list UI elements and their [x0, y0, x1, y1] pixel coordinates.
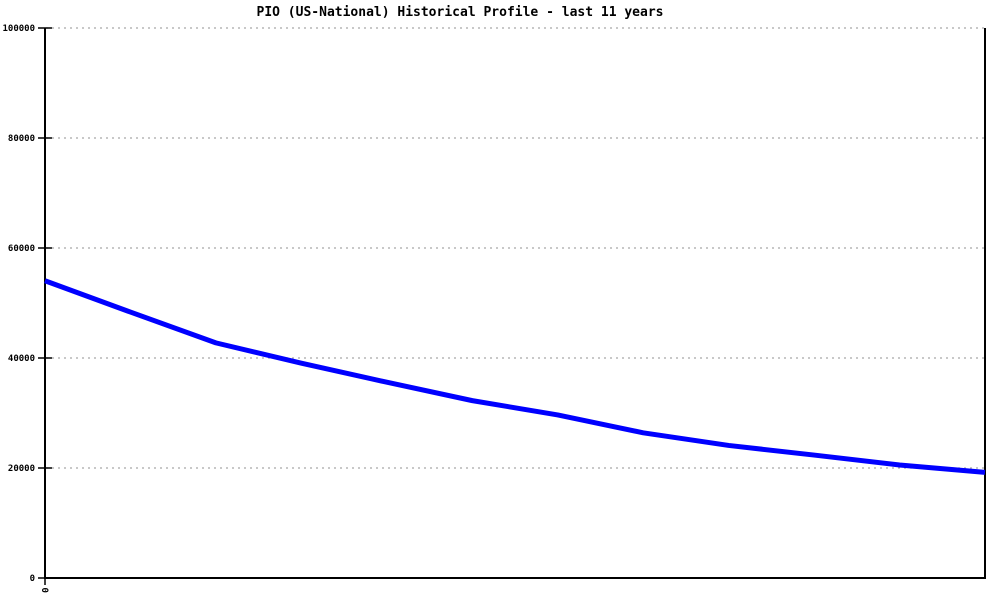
data-series-line: [44, 278, 986, 475]
y-axis-tick-label: 0: [30, 574, 35, 584]
y-axis-tick-label: 60000: [8, 244, 35, 254]
y-axis-tick-label: 80000: [8, 134, 35, 144]
x-axis-tick-label: 0: [39, 588, 49, 593]
y-axis-tick-label: 20000: [8, 464, 35, 474]
y-axis-tick-label: 100000: [2, 24, 35, 34]
y-axis-tick-label: 40000: [8, 354, 35, 364]
chart-title: PIO (US-National) Historical Profile - l…: [256, 5, 664, 20]
